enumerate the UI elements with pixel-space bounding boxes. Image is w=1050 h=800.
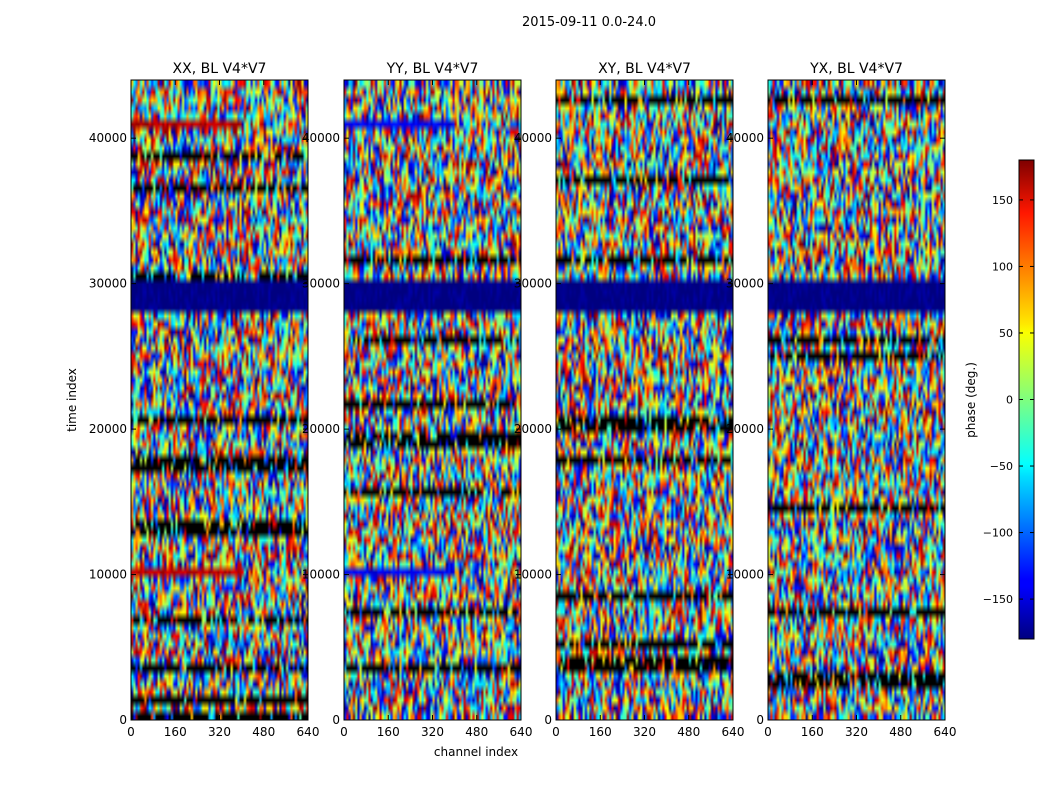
panel-title: YY, BL V4*V7 [386, 61, 479, 77]
y-tick-label: 0 [332, 713, 340, 727]
y-tick-label: 30000 [514, 277, 552, 291]
x-tick-label: 320 [421, 725, 444, 739]
x-tick-label: 320 [633, 725, 656, 739]
y-tick-label: 40000 [726, 131, 764, 145]
x-tick-label: 640 [297, 725, 320, 739]
panel-xx: XX, BL V4*V7 0 160 320 480 640 0 10000 20000 3000… [89, 61, 320, 739]
colorbar-tick-label: 0 [1006, 394, 1013, 407]
x-tick-label: 0 [552, 725, 560, 739]
y-tick-label: 0 [544, 713, 552, 727]
y-tick-label: 10000 [514, 568, 552, 582]
y-tick-label: 20000 [302, 422, 340, 436]
y-tick-label: 0 [756, 713, 764, 727]
y-tick-label: 30000 [302, 277, 340, 291]
x-tick-label: 160 [801, 725, 824, 739]
x-tick-label: 0 [764, 725, 772, 739]
y-tick-label: 20000 [726, 422, 764, 436]
y-tick-label: 20000 [514, 422, 552, 436]
y-tick-label: 40000 [514, 131, 552, 145]
x-tick-label: 160 [589, 725, 612, 739]
x-tick-label: 0 [127, 725, 135, 739]
colorbar-tick-label: −50 [990, 460, 1013, 473]
y-axis-label: time index [65, 368, 79, 432]
colorbar-label: phase (deg.) [964, 362, 978, 438]
figure-title: 2015-09-11 0.0-24.0 [522, 15, 656, 30]
panel-title: XX, BL V4*V7 [173, 61, 267, 77]
x-tick-label: 640 [510, 725, 533, 739]
x-tick-label: 640 [934, 725, 957, 739]
colorbar-tick-label: 50 [999, 327, 1013, 340]
panels: XX, BL V4*V7 0 160 320 480 640 0 10000 20000 3000… [89, 61, 957, 739]
colorbar-tick-label: 150 [992, 194, 1013, 207]
colorbar-tick-label: −100 [983, 527, 1013, 540]
panel-yy: YY, BL V4*V7 0 160 320 480 640 0 10000 20000 3000… [302, 61, 533, 739]
colorbar-tick-label: −150 [983, 593, 1013, 606]
x-tick-label: 480 [252, 725, 275, 739]
x-tick-label: 640 [722, 725, 745, 739]
y-tick-label: 10000 [89, 568, 127, 582]
y-tick-label: 40000 [89, 131, 127, 145]
y-tick-label: 20000 [89, 422, 127, 436]
colorbar-tick-label: 100 [992, 260, 1013, 273]
heatmap-image-yy [344, 80, 521, 720]
heatmap-image-xy [556, 80, 733, 720]
x-tick-label: 480 [677, 725, 700, 739]
heatmap-image-yx [768, 80, 945, 720]
x-axis-label: channel index [434, 745, 518, 759]
x-tick-label: 320 [845, 725, 868, 739]
panel-yx: YX, BL V4*V7 0 160 320 480 640 0 10000 20000 3000… [726, 61, 957, 739]
y-tick-label: 10000 [302, 568, 340, 582]
x-tick-label: 160 [164, 725, 187, 739]
y-tick-label: 30000 [89, 277, 127, 291]
x-tick-label: 160 [377, 725, 400, 739]
x-tick-label: 480 [889, 725, 912, 739]
panel-title: YX, BL V4*V7 [809, 61, 903, 77]
y-tick-label: 0 [119, 713, 127, 727]
colorbar-ticks: −150 −100 −50 0 50 100 150 [983, 194, 1034, 606]
panel-xy: XY, BL V4*V7 0 160 320 480 640 0 10000 20000 3000… [514, 61, 745, 739]
y-tick-label: 30000 [726, 277, 764, 291]
x-tick-label: 480 [465, 725, 488, 739]
heatmap-image-xx [131, 80, 308, 720]
y-tick-label: 10000 [726, 568, 764, 582]
panel-title: XY, BL V4*V7 [598, 61, 691, 77]
x-tick-label: 0 [340, 725, 348, 739]
y-tick-label: 40000 [302, 131, 340, 145]
x-tick-label: 320 [208, 725, 231, 739]
colorbar: −150 −100 −50 0 50 100 150 phase (deg.) [964, 159, 1035, 640]
